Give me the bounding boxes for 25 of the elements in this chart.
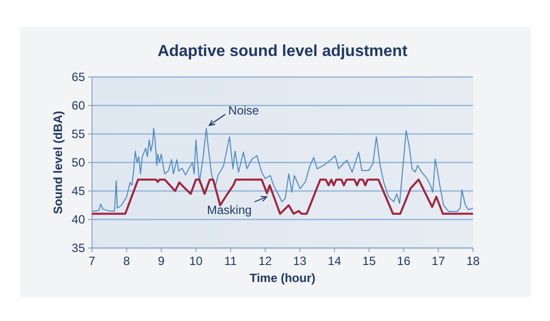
y-tick-label: 50: [72, 156, 86, 170]
x-tick-label: 9: [158, 254, 165, 268]
x-tick-label: 16: [397, 254, 411, 268]
x-axis-title: Time (hour): [250, 271, 316, 285]
x-tick-label: 12: [258, 254, 272, 268]
x-tick-label: 8: [123, 254, 130, 268]
y-tick-label: 45: [72, 184, 86, 198]
x-tick-label: 15: [362, 254, 376, 268]
y-tick-label: 40: [72, 212, 86, 226]
series-label: Masking: [206, 202, 252, 217]
x-tick-label: 18: [466, 254, 480, 268]
line-series: [91, 178, 474, 215]
x-tick-label: 17: [432, 254, 446, 268]
series-label: Noise: [228, 103, 260, 118]
x-tick-label: 13: [293, 254, 307, 268]
y-tick-label: 35: [72, 241, 86, 255]
y-axis-title: Sound level (dBA): [51, 110, 65, 214]
chart-title: Adaptive sound level adjustment: [158, 43, 408, 60]
x-tick-label: 10: [189, 254, 203, 268]
y-tick-label: 65: [72, 70, 86, 84]
y-tick-label: 55: [72, 127, 86, 141]
x-tick-label: 11: [224, 254, 238, 268]
x-tick-label: 14: [328, 254, 342, 268]
x-tick-label: 7: [88, 254, 96, 268]
y-tick-label: 60: [72, 98, 86, 112]
